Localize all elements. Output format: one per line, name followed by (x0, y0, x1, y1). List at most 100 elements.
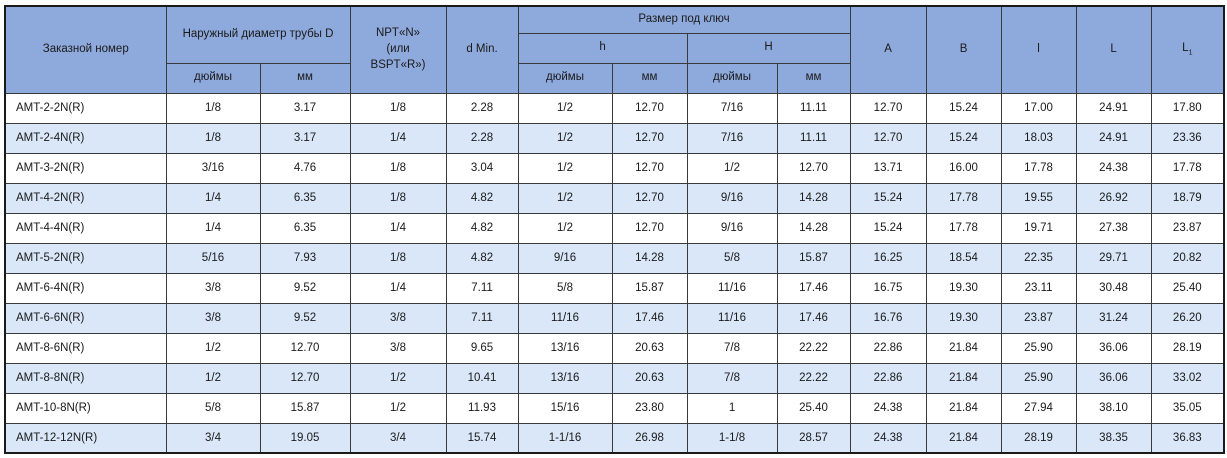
value-cell: 11/16 (686, 302, 778, 334)
value-cell: 16.76 (849, 302, 927, 334)
table-row: AMT-6-6N(R) 3/8 9.52 3/8 7.11 11/16 17.46 11/16… (4, 302, 1225, 334)
value-cell: 1-1/16 (517, 422, 613, 454)
value-cell: 28.57 (776, 422, 851, 454)
header-col-b: B (925, 5, 1002, 94)
table-row: AMT-8-6N(R) 1/2 12.70 3/8 9.65 13/16 20.63 7/8 2… (4, 332, 1225, 364)
value-cell: 11/16 (517, 302, 613, 334)
table-row: AMT-10-8N(R) 5/8 15.87 1/2 11.93 15/16 23.80 1 2… (4, 392, 1225, 424)
value-cell: 15.87 (259, 392, 351, 424)
value-cell: 1/4 (165, 212, 261, 244)
value-cell: 1/2 (686, 152, 778, 184)
value-cell: 20.63 (611, 332, 688, 364)
order-number-cell: AMT-2-4N(R) (4, 122, 167, 154)
value-cell: 36.83 (1150, 422, 1225, 454)
value-cell: 24.38 (1075, 152, 1152, 184)
header-col-l1-subscript: 1 (1188, 49, 1193, 57)
header-h-inches: дюймы (517, 62, 613, 94)
value-cell: 24.91 (1075, 92, 1152, 124)
value-cell: 12.70 (776, 152, 851, 184)
value-cell: 1/4 (165, 182, 261, 214)
value-cell: 16.25 (849, 242, 927, 274)
value-cell: 12.70 (849, 92, 927, 124)
value-cell: 9.52 (259, 272, 351, 304)
value-cell: 3/8 (349, 332, 447, 364)
value-cell: 18.79 (1150, 182, 1225, 214)
table-row: AMT-2-4N(R) 1/8 3.17 1/4 2.28 1/2 12.70 7/16 11.… (4, 122, 1225, 154)
value-cell: 26.20 (1150, 302, 1225, 334)
value-cell: 3.17 (259, 92, 351, 124)
value-cell: 1/2 (165, 332, 261, 364)
header-col-l: L (1075, 5, 1152, 94)
value-cell: 1/2 (517, 122, 613, 154)
value-cell: 1/8 (349, 92, 447, 124)
value-cell: 18.03 (1000, 122, 1077, 154)
order-number-cell: AMT-8-6N(R) (4, 332, 167, 364)
header-H-mm: мм (776, 62, 851, 94)
value-cell: 12.70 (259, 332, 351, 364)
value-cell: 3/8 (165, 302, 261, 334)
value-cell: 9/16 (517, 242, 613, 274)
header-h-mm: мм (611, 62, 688, 94)
value-cell: 1-1/8 (686, 422, 778, 454)
value-cell: 19.30 (925, 302, 1002, 334)
value-cell: 23.87 (1150, 212, 1225, 244)
value-cell: 1/2 (349, 392, 447, 424)
value-cell: 1/8 (165, 92, 261, 124)
value-cell: 3/8 (349, 302, 447, 334)
table-row: AMT-3-2N(R) 3/16 4.76 1/8 3.04 1/2 12.70 1/2 12.… (4, 152, 1225, 184)
value-cell: 1/4 (349, 212, 447, 244)
value-cell: 7.93 (259, 242, 351, 274)
value-cell: 14.28 (776, 182, 851, 214)
value-cell: 25.90 (1000, 362, 1077, 394)
value-cell: 23.11 (1000, 272, 1077, 304)
value-cell: 16.00 (925, 152, 1002, 184)
value-cell: 3.04 (445, 152, 519, 184)
value-cell: 11.11 (776, 92, 851, 124)
value-cell: 1/2 (517, 92, 613, 124)
fittings-dimensions-table: Заказной номер Наружный диаметр трубы D … (4, 5, 1226, 454)
value-cell: 12.70 (849, 122, 927, 154)
value-cell: 1/2 (517, 212, 613, 244)
value-cell: 1/8 (349, 182, 447, 214)
value-cell: 11.11 (776, 122, 851, 154)
order-number-cell: AMT-4-4N(R) (4, 212, 167, 244)
value-cell: 15.74 (445, 422, 519, 454)
table-body: AMT-2-2N(R) 1/8 3.17 1/8 2.28 1/2 12.70 7/16 11.… (4, 92, 1225, 454)
value-cell: 13.71 (849, 152, 927, 184)
value-cell: 4.76 (259, 152, 351, 184)
value-cell: 1/2 (165, 362, 261, 394)
value-cell: 36.06 (1075, 332, 1152, 364)
value-cell: 21.84 (925, 422, 1002, 454)
value-cell: 17.80 (1150, 92, 1225, 124)
value-cell: 1/4 (349, 272, 447, 304)
value-cell: 21.84 (925, 362, 1002, 394)
value-cell: 5/8 (517, 272, 613, 304)
value-cell: 22.86 (849, 332, 927, 364)
value-cell: 1/2 (517, 182, 613, 214)
value-cell: 3/8 (165, 272, 261, 304)
value-cell: 14.28 (776, 212, 851, 244)
value-cell: 2.28 (445, 122, 519, 154)
value-cell: 24.91 (1075, 122, 1152, 154)
value-cell: 19.30 (925, 272, 1002, 304)
value-cell: 1/8 (349, 242, 447, 274)
value-cell: 17.46 (776, 302, 851, 334)
value-cell: 4.82 (445, 182, 519, 214)
value-cell: 6.35 (259, 182, 351, 214)
value-cell: 12.70 (611, 92, 688, 124)
order-number-cell: AMT-10-8N(R) (4, 392, 167, 424)
value-cell: 7.11 (445, 302, 519, 334)
value-cell: 15.24 (849, 182, 927, 214)
value-cell: 22.35 (1000, 242, 1077, 274)
value-cell: 9/16 (686, 182, 778, 214)
value-cell: 30.48 (1075, 272, 1152, 304)
order-number-cell: AMT-4-2N(R) (4, 182, 167, 214)
table-header: Заказной номер Наружный диаметр трубы D … (4, 5, 1225, 94)
header-diameter-mm: мм (259, 62, 351, 94)
header-order-number: Заказной номер (4, 5, 167, 94)
value-cell: 28.19 (1150, 332, 1225, 364)
value-cell: 23.36 (1150, 122, 1225, 154)
value-cell: 10.41 (445, 362, 519, 394)
value-cell: 29.71 (1075, 242, 1152, 274)
value-cell: 20.63 (611, 362, 688, 394)
